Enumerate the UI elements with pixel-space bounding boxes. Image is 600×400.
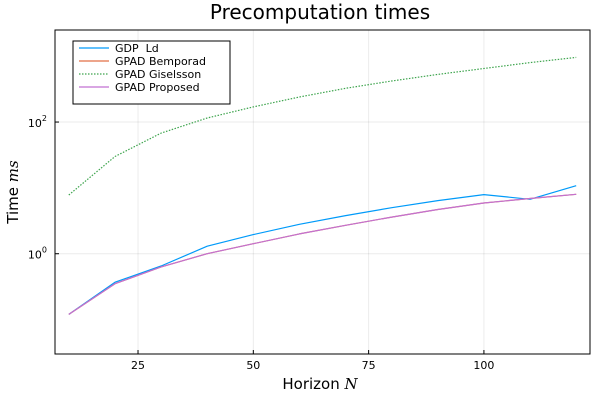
series-layer [68,56,577,315]
x-tick-label: 50 [246,359,260,372]
x-tick-label: 25 [131,359,145,372]
x-tick-label: 75 [362,359,376,372]
y-tick-label-exponent: 0 [42,246,47,255]
series-line-gdp-ld [68,185,577,315]
y-axis-label-text: Time [4,182,22,224]
chart-title: Precomputation times [210,0,430,24]
x-axis-label-text: Horizon [282,375,344,393]
series-line-gpad-bemporad [68,193,577,315]
plot-frame [54,29,591,355]
legend-label: GPAD Proposed [115,81,200,94]
x-tick-label: 100 [473,359,494,372]
legend-label: GPAD Giselsson [115,68,201,81]
y-tick-label-base: 10 [28,249,42,262]
y-tick-label-exponent: 2 [42,114,47,123]
legend-label: GDP Ld [115,42,159,55]
grid-layer [55,30,590,354]
y-tick-label: 100 [28,246,47,262]
y-axis-label-math: ms [4,160,22,182]
y-tick-label: 102 [28,114,47,130]
series-line-gpad-giselsson [68,56,577,196]
x-axis-label: Horizon N [282,375,358,393]
legend-box [72,40,231,105]
y-tick-label-base: 10 [28,117,42,130]
y-axis-label: Time ms [4,160,22,225]
series-line-gpad-proposed [68,193,577,315]
x-axis-label-math: N [344,375,359,393]
legend-label: GPAD Bemporad [115,55,206,68]
